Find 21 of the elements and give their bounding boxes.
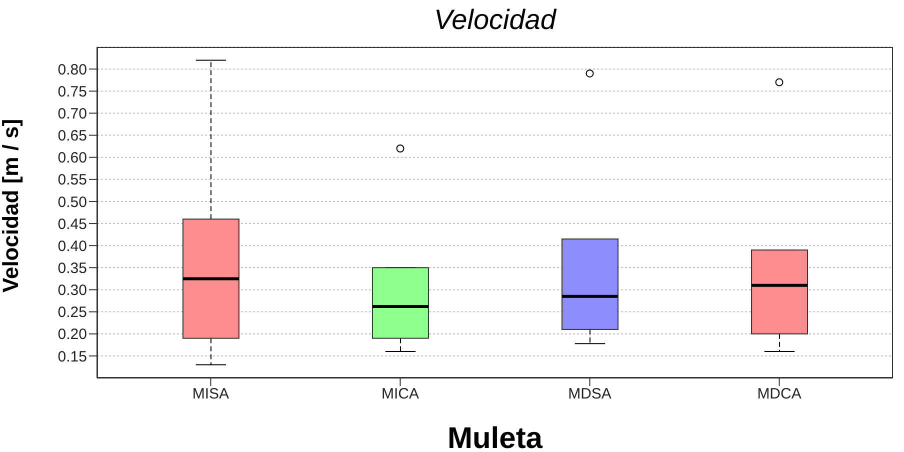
y-tick-label: 0.80 [58, 61, 87, 78]
y-tick-label: 0.75 [58, 83, 87, 100]
y-tick-label: 0.50 [58, 194, 87, 211]
x-axis-title: Muleta [447, 422, 543, 452]
y-tick-label: 0.40 [58, 238, 87, 255]
y-tick-label: 0.25 [58, 304, 87, 322]
y-tick-label: 0.65 [58, 128, 87, 145]
chart-title: Velocidad [433, 4, 558, 36]
x-tick-label: MDCA [757, 386, 802, 403]
y-axis-title: Velocidad [m / s] [0, 118, 23, 292]
x-tick-label: MICA [381, 386, 419, 403]
x-tick-label: MISA [192, 386, 230, 403]
y-tick-label: 0.70 [58, 106, 87, 123]
y-tick-label: 0.60 [58, 150, 87, 167]
y-tick-label: 0.15 [58, 348, 87, 366]
y-tick-label: 0.45 [58, 216, 87, 233]
y-tick-label: 0.55 [58, 172, 87, 189]
x-tick-label: MDSA [568, 386, 612, 403]
y-tick-label: 0.20 [58, 326, 87, 344]
y-tick-label: 0.30 [58, 282, 87, 300]
y-tick-label: 0.35 [58, 260, 87, 277]
